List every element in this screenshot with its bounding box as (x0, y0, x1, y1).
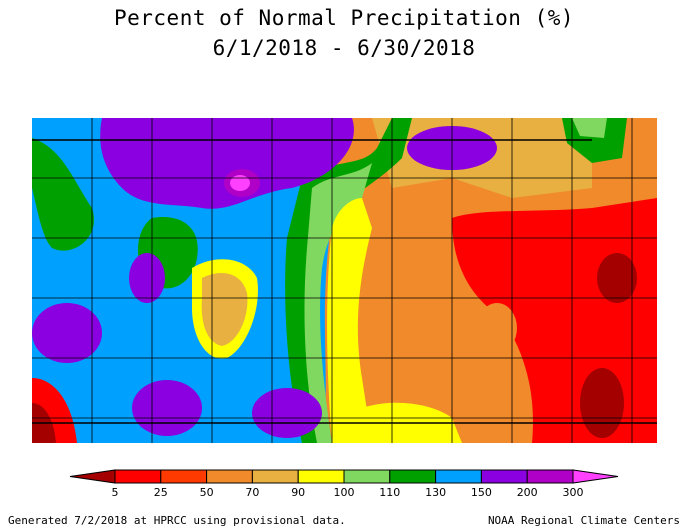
legend-arrow-high (572, 469, 619, 484)
footer-generated: Generated 7/2/2018 at HPRCC using provis… (8, 514, 346, 527)
legend-swatch (160, 469, 208, 484)
legend-swatch (251, 469, 299, 484)
legend-swatch (526, 469, 574, 484)
legend-swatch (206, 469, 253, 484)
legend-label: 300 (563, 486, 584, 499)
legend-swatch (343, 469, 391, 484)
legend-swatch (114, 469, 162, 484)
footer-source: NOAA Regional Climate Centers (487, 514, 680, 527)
legend-label: 100 (334, 486, 355, 499)
legend-label: 70 (245, 486, 259, 499)
legend-swatch (480, 469, 528, 484)
legend-label: 50 (200, 486, 214, 499)
map-title: Percent of Normal Precipitation (%) (113, 6, 574, 30)
legend-label: 130 (425, 486, 446, 499)
legend-arrow-low (69, 469, 116, 484)
date-range: 6/1/2018 - 6/30/2018 (212, 36, 476, 60)
legend-swatch (389, 469, 437, 484)
legend-label: 5 (112, 486, 119, 499)
legend-swatch (435, 469, 482, 484)
legend-label: 110 (379, 486, 400, 499)
legend-label: 90 (291, 486, 305, 499)
color-legend: 5 25 50 70 90 100 110 130 150 200 300 (69, 469, 619, 499)
legend-label: 25 (154, 486, 168, 499)
legend-swatch (297, 469, 345, 484)
legend-label: 150 (471, 486, 492, 499)
legend-label: 200 (517, 486, 538, 499)
precipitation-map (32, 118, 657, 443)
